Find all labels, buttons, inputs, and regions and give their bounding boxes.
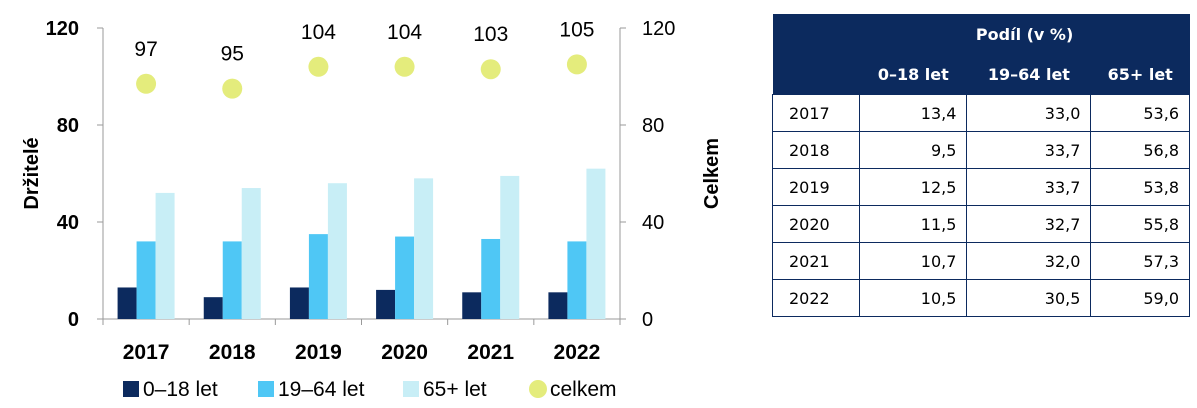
data-label-celkem: 104 xyxy=(301,21,336,44)
bar-0-18-let xyxy=(203,297,223,319)
y-tick-label-right: 0 xyxy=(642,309,653,331)
x-tick-label: 2021 xyxy=(467,341,514,364)
point-celkem xyxy=(222,78,243,99)
y-tick-label-right: 40 xyxy=(642,212,664,234)
table-row-year: 2022 xyxy=(771,279,861,317)
data-label-celkem: 103 xyxy=(473,23,508,46)
table-cell: 33,0 xyxy=(966,94,1092,132)
x-tick-label: 2019 xyxy=(295,341,342,364)
y-tick-label-right: 120 xyxy=(642,18,675,40)
bar-65-let xyxy=(500,175,520,319)
legend-label: 19–64 let xyxy=(278,378,365,401)
bar-0-18-let xyxy=(462,292,482,319)
bar-19-64-let xyxy=(395,236,415,319)
legend-swatch xyxy=(403,381,419,397)
table-row-year: 2018 xyxy=(771,131,861,169)
y-axis-title-right: Celkem xyxy=(701,138,723,209)
table-cell: 53,8 xyxy=(1090,168,1190,206)
x-tick-label: 2022 xyxy=(554,341,601,364)
y-axis-title-left: Držitelé xyxy=(21,137,43,209)
table-cell: 10,5 xyxy=(859,279,968,317)
table-corner xyxy=(772,14,860,54)
table-cell: 59,0 xyxy=(1090,279,1190,317)
table-row-year: 2019 xyxy=(771,168,861,206)
data-label-celkem: 105 xyxy=(559,18,594,41)
table-group-header: Podíl (v %) xyxy=(859,14,1190,54)
table-cell: 11,5 xyxy=(859,205,968,243)
y-tick-label-left: 120 xyxy=(46,18,79,40)
table-row: 2021 10,7 32,0 57,3 xyxy=(771,242,1190,280)
table-cell: 33,7 xyxy=(966,168,1092,206)
point-celkem xyxy=(394,56,415,77)
table-cell: 12,5 xyxy=(859,168,968,206)
bar-0-18-let xyxy=(289,287,309,319)
point-celkem xyxy=(136,73,157,94)
table-row: 2018 9,5 33,7 56,8 xyxy=(771,131,1190,169)
legend-label: 65+ let xyxy=(423,378,487,401)
bar-65-let xyxy=(241,188,261,319)
table-row: 2020 11,5 32,7 55,8 xyxy=(771,205,1190,243)
table-corner-2 xyxy=(772,54,860,95)
legend-label: 0–18 let xyxy=(143,378,218,401)
bar-65-let xyxy=(155,192,175,319)
point-celkem xyxy=(566,54,587,75)
bar-65-let xyxy=(414,178,434,319)
x-tick-label: 2020 xyxy=(381,341,428,364)
legend-swatch xyxy=(123,381,139,397)
bar-0-18-let xyxy=(548,292,568,319)
bar-19-64-let xyxy=(222,241,242,319)
table-cell: 33,7 xyxy=(966,131,1092,169)
bar-65-let xyxy=(327,183,347,319)
table-row-year: 2021 xyxy=(771,242,861,280)
x-tick-label: 2018 xyxy=(209,341,256,364)
table-cell: 53,6 xyxy=(1090,94,1190,132)
bar-0-18-let xyxy=(376,289,396,319)
chart: 0 0 40 40 80 80 120 120 Držitelé Celkem 2017 97 2018… xyxy=(21,18,723,401)
bar-19-64-let xyxy=(567,241,587,319)
table-row-year: 2020 xyxy=(771,205,861,243)
table-cell: 9,5 xyxy=(859,131,968,169)
table-row-year: 2017 xyxy=(771,94,861,132)
x-tick-label: 2017 xyxy=(123,341,170,364)
y-tick-label-left: 0 xyxy=(68,309,79,331)
table-row: 2017 13,4 33,0 53,6 xyxy=(771,94,1190,132)
point-celkem xyxy=(480,59,501,80)
table-row: 2019 12,5 33,7 53,8 xyxy=(771,168,1190,206)
data-label-celkem: 97 xyxy=(134,38,157,61)
table-cell: 57,3 xyxy=(1090,242,1190,280)
data-label-celkem: 104 xyxy=(387,21,422,44)
bar-65-let xyxy=(586,168,606,319)
y-tick-label-left: 80 xyxy=(57,115,79,137)
point-celkem xyxy=(308,56,329,77)
table-column-header: 65+ let xyxy=(1090,54,1190,95)
table-cell: 56,8 xyxy=(1090,131,1190,169)
table-cell: 32,0 xyxy=(966,242,1092,280)
table-cell: 32,7 xyxy=(966,205,1092,243)
legend-swatch xyxy=(529,380,547,398)
bar-19-64-let xyxy=(308,234,328,319)
legend-swatch xyxy=(258,381,274,397)
table-cell: 10,7 xyxy=(859,242,968,280)
table-cell: 30,5 xyxy=(966,279,1092,317)
table-cell: 55,8 xyxy=(1090,205,1190,243)
table-column-header: 19–64 let xyxy=(966,54,1091,95)
table-cell: 13,4 xyxy=(859,94,968,132)
bar-19-64-let xyxy=(136,241,156,319)
bar-0-18-let xyxy=(117,287,137,319)
data-label-celkem: 95 xyxy=(221,43,244,66)
y-tick-label-right: 80 xyxy=(642,115,664,137)
share-table: Podíl (v %) 0–18 let 19–64 let 65+ let 2… xyxy=(771,14,1190,317)
table-row: 2022 10,5 30,5 59,0 xyxy=(771,279,1190,317)
bar-19-64-let xyxy=(481,238,501,319)
y-tick-label-left: 40 xyxy=(57,212,79,234)
table-column-header: 0–18 let xyxy=(859,54,967,95)
legend-label: celkem xyxy=(550,378,617,401)
